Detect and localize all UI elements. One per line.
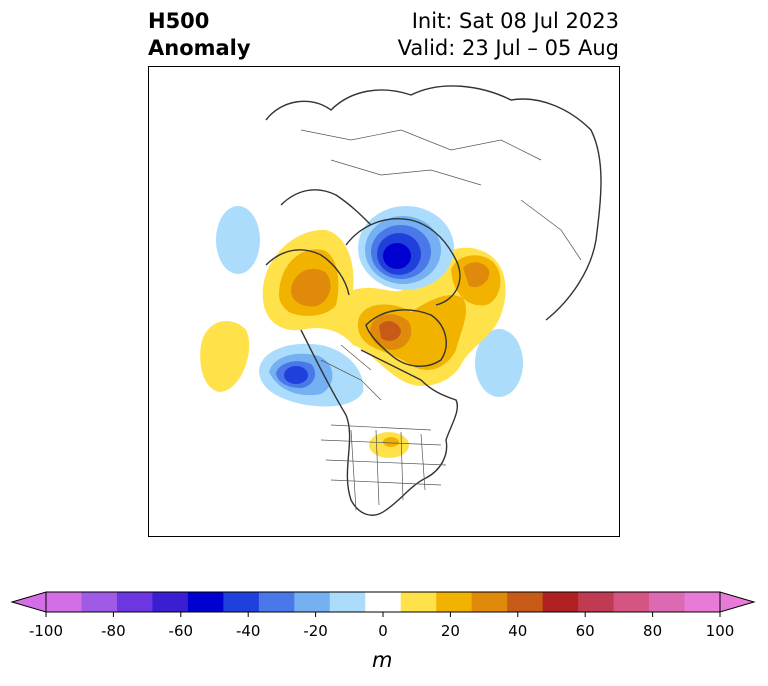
colorbar-cell [400, 592, 437, 612]
colorbar-extend-low [10, 591, 47, 613]
coastlines [265, 85, 602, 516]
anomaly-map [149, 85, 602, 516]
colorbar-tick-label: 40 [508, 622, 527, 638]
colorbar-tick-label: 60 [576, 622, 595, 638]
colorbar-cell [116, 592, 153, 612]
colorbar-cell [507, 592, 544, 612]
colorbar-tick-label: -40 [236, 622, 261, 638]
colorbar-cell [365, 592, 402, 612]
colorbar-cell [223, 592, 260, 612]
coastline-north-america [300, 329, 458, 516]
colorbar-cell [258, 592, 295, 612]
anomaly-contour [284, 366, 308, 384]
coastline-arctic [345, 218, 461, 306]
colorbar-tick-label: 20 [441, 622, 460, 638]
colorbar-cell [81, 592, 118, 612]
colorbar-cell [684, 592, 721, 612]
anomaly-contour [291, 268, 331, 307]
colorbar-tick-label: 80 [643, 622, 662, 638]
anomaly-contour [383, 437, 399, 447]
anomaly-contour [200, 321, 250, 392]
colorbar-tick-label: -100 [29, 622, 63, 638]
anomaly-contour [383, 243, 411, 269]
colorbar-cells [46, 592, 721, 612]
anomaly-contour [475, 329, 523, 397]
colorbar-cell [578, 592, 615, 612]
coastline-eurasia [265, 85, 602, 321]
map-panel [148, 66, 620, 537]
colorbar-tick-label: -80 [101, 622, 126, 638]
border-us-canada [330, 424, 432, 431]
colorbar-tick-label: 100 [706, 622, 735, 638]
colorbar-cell [329, 592, 366, 612]
colorbar-tick-label: -20 [303, 622, 328, 638]
anomaly-fills [200, 206, 523, 458]
anomaly-contour [379, 321, 401, 341]
title-variable: H500 [148, 9, 210, 33]
anomaly-contour [216, 206, 260, 274]
colorbar-cell [187, 592, 224, 612]
coastline-greenland [365, 309, 447, 367]
colorbar-unit-label: m [372, 648, 393, 672]
title-init-date: Init: Sat 08 Jul 2023 [411, 9, 619, 33]
colorbar-cell [613, 592, 650, 612]
border-canada [320, 344, 382, 401]
colorbar-cell [542, 592, 579, 612]
colorbar-cell [471, 592, 508, 612]
anomaly-contour [463, 262, 490, 288]
coastline-siberia [280, 189, 372, 226]
border-asia [300, 129, 582, 261]
title-field: Anomaly [148, 36, 251, 60]
colorbar-extend-high [719, 591, 756, 613]
title-valid-range: Valid: 23 Jul – 05 Aug [397, 36, 619, 60]
map-left-strip [149, 285, 157, 318]
colorbar-cell [46, 592, 82, 612]
colorbar-ticks: -100 -80 -60 -40 -20 0 20 40 60 80 100 [29, 612, 734, 638]
colorbar-cell [436, 592, 473, 612]
colorbar-tick-label: -60 [169, 622, 194, 638]
colorbar-cell [294, 592, 331, 612]
border-states [320, 429, 447, 511]
colorbar-tick-label: 0 [378, 622, 388, 638]
coastline-alaska [265, 249, 350, 296]
map-title-left: H500 Anomaly [148, 8, 251, 62]
colorbar-cell [152, 592, 189, 612]
map-title-right: Init: Sat 08 Jul 2023 Valid: 23 Jul – 05… [398, 8, 619, 62]
colorbar: -100 -80 -60 -40 -20 0 20 40 60 80 100 [10, 591, 756, 638]
colorbar-cell [649, 592, 686, 612]
borders [300, 129, 582, 511]
